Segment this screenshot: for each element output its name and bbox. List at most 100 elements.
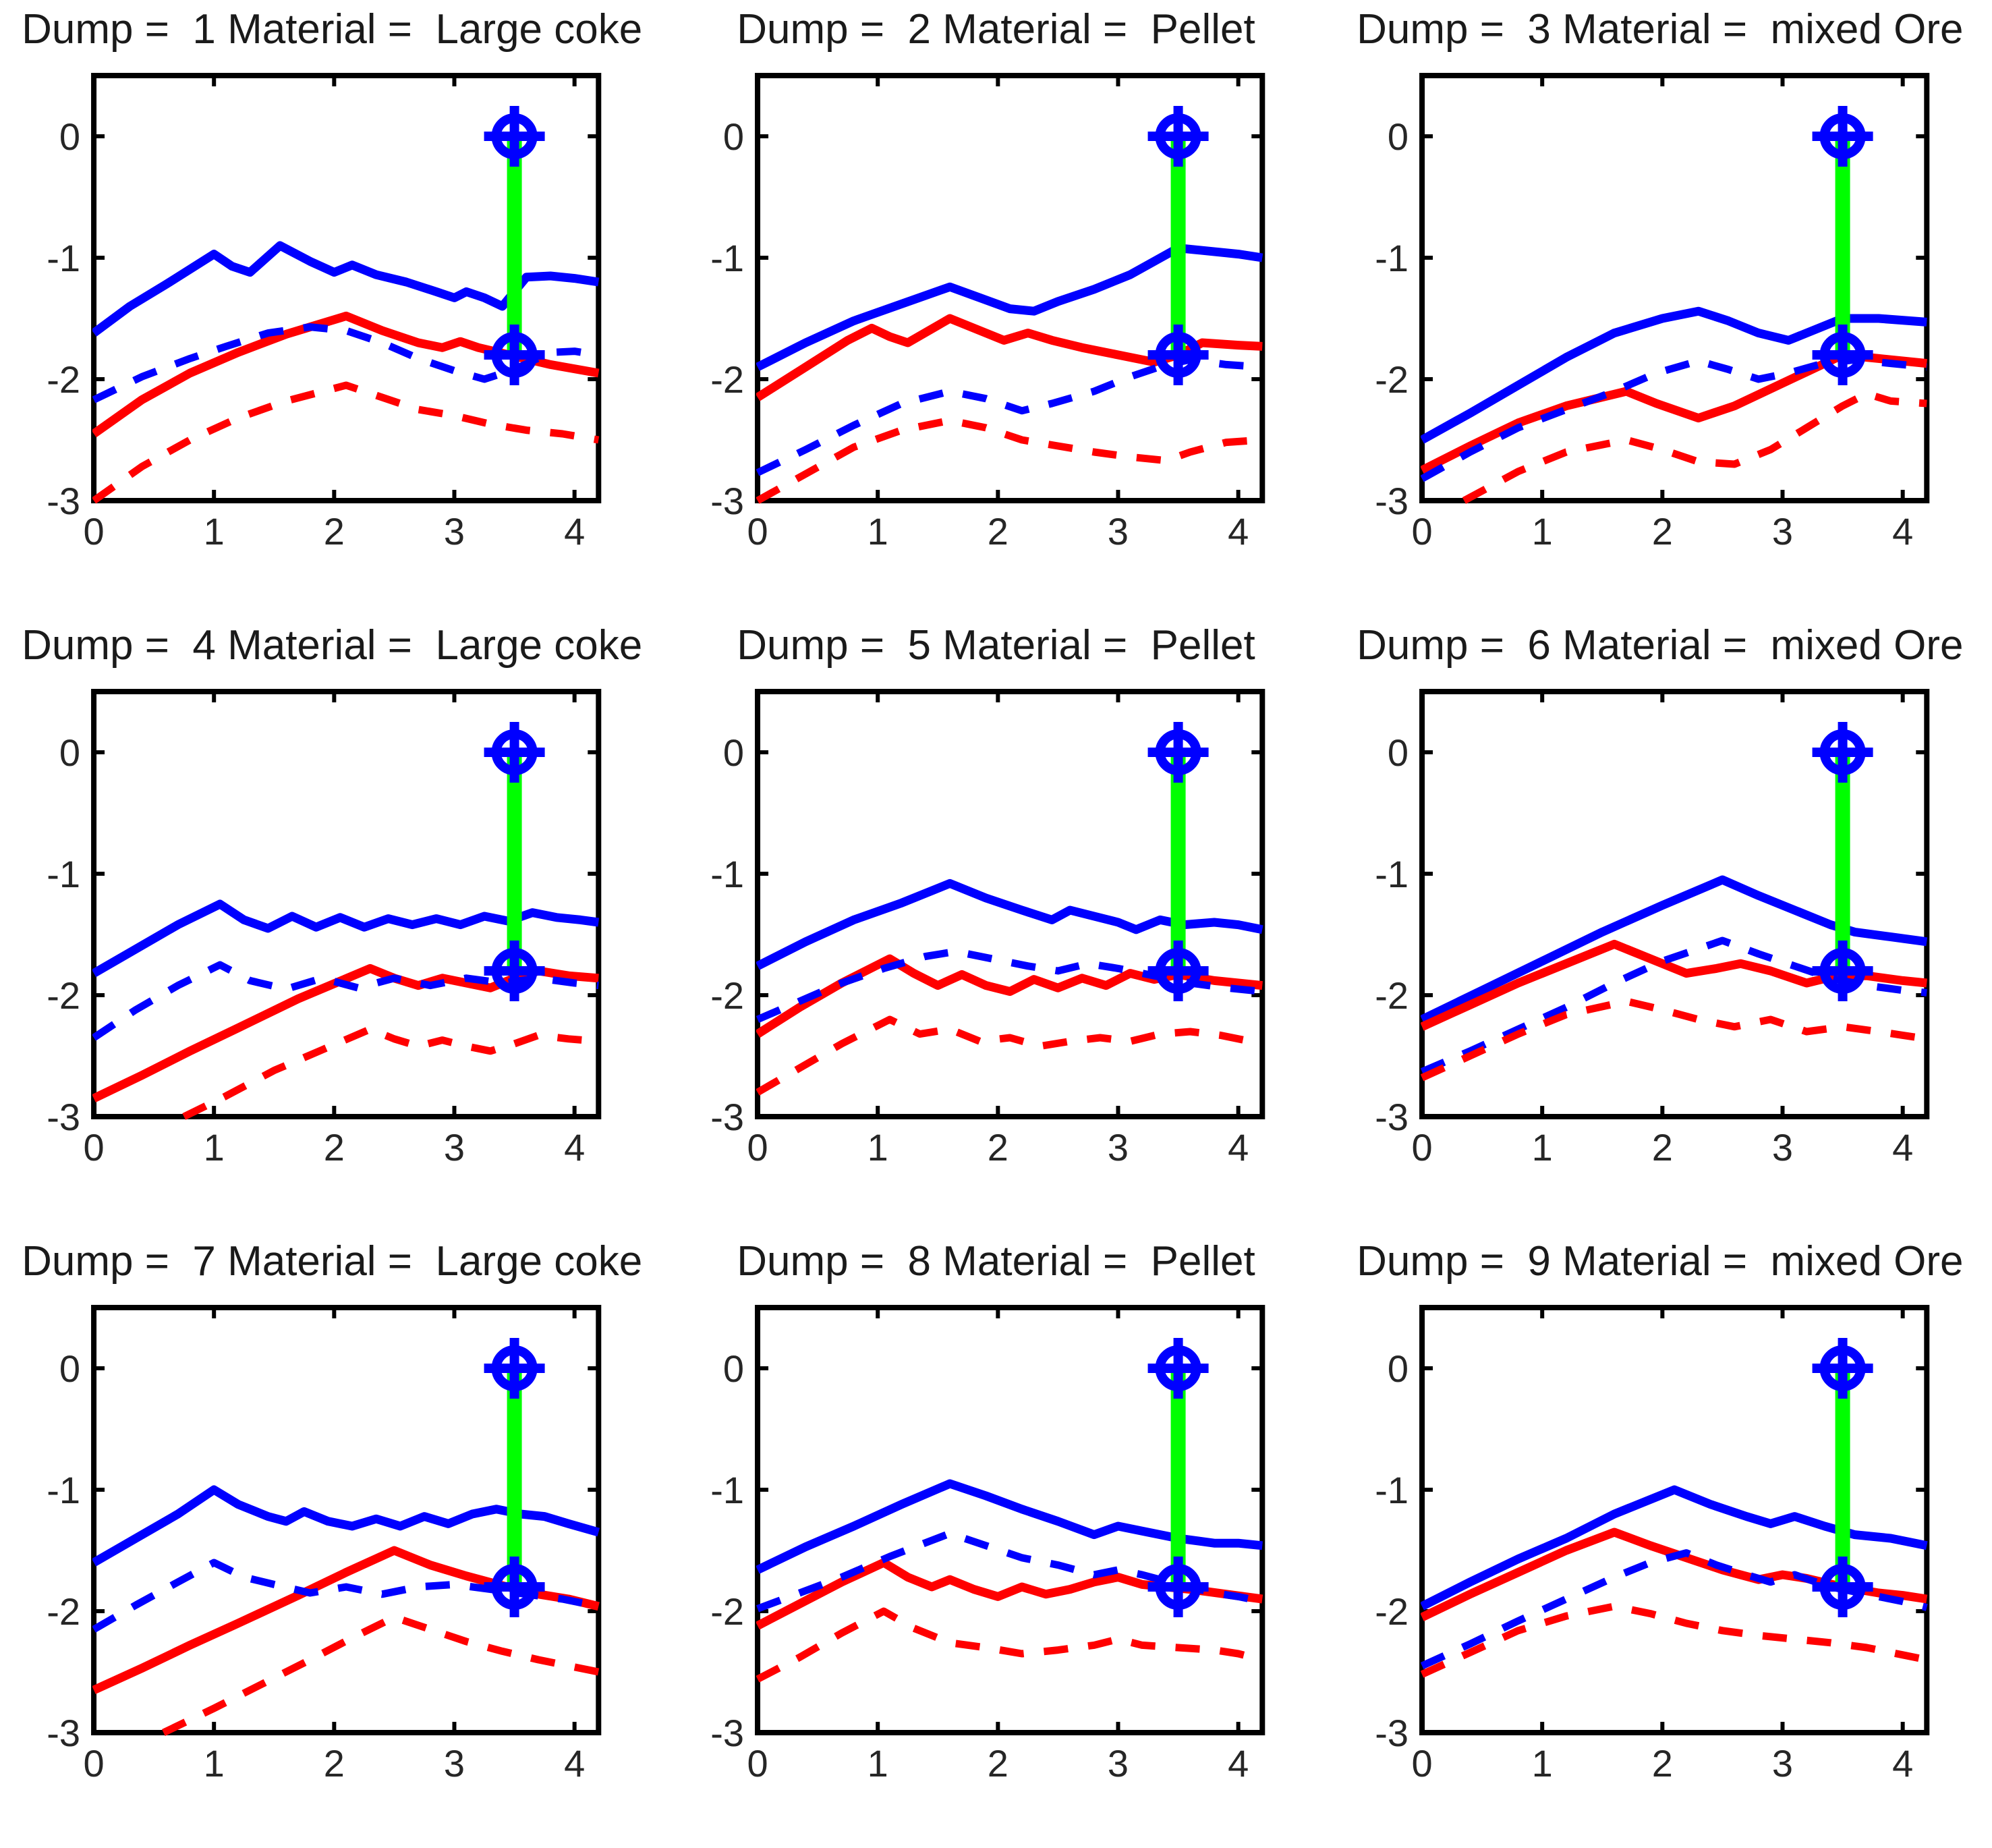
- axes-box: [755, 689, 1265, 1119]
- x-tick-label: 1: [1531, 1742, 1552, 1785]
- y-tick-label: -2: [47, 1590, 80, 1633]
- series-blue-dashed: [1420, 1549, 1928, 1670]
- drop-marker-top: [1147, 106, 1209, 167]
- y-tick-label: -2: [711, 974, 745, 1017]
- x-tick-label: 1: [867, 510, 888, 553]
- y-tick-label: 0: [723, 115, 744, 158]
- y-tick-label: -2: [1375, 358, 1408, 401]
- x-tick-label: 1: [867, 1742, 888, 1785]
- y-tick-label: -3: [711, 1712, 745, 1754]
- x-tick-label: 3: [444, 510, 465, 553]
- drop-marker-bottom: [1147, 325, 1209, 385]
- x-tick-label: 0: [1411, 510, 1432, 553]
- subplot-dump-9: Dump = 9 Material = mixed Ore 0 1 2 3 4 0 -1 -2…: [1328, 1232, 1992, 1848]
- x-tick-label: 3: [1772, 1126, 1793, 1169]
- x-tick-label: 4: [564, 1742, 585, 1785]
- x-tick-label: 1: [204, 1742, 225, 1785]
- drop-marker-top: [1147, 722, 1209, 783]
- axes: 0 1 2 3 4 0 -1 -2 -3: [711, 689, 1265, 1169]
- subplot-dump-6: Dump = 6 Material = mixed Ore 0 1 2 3 4 0 -1 -2…: [1328, 616, 1992, 1232]
- y-tick-label: -3: [47, 480, 80, 522]
- y-tick-label: 0: [723, 731, 744, 774]
- y-tick-label: -1: [47, 237, 80, 279]
- y-tick-label: -3: [1375, 1096, 1408, 1138]
- series-red-dashed: [1420, 1602, 1928, 1678]
- series-blue-dashed: [1420, 936, 1927, 1075]
- subplot-dump-8: Dump = 8 Material = Pellet 0 1 2 3 4 0 -1 -2 -3: [664, 1232, 1328, 1848]
- drop-marker-bottom: [1147, 1557, 1209, 1617]
- series-red-dashed: [756, 1015, 1263, 1096]
- y-tick-label: -2: [1375, 974, 1408, 1017]
- axes: 0 1 2 3 4 0 -1 -2 -3: [1375, 689, 1929, 1169]
- axes-box: [755, 1305, 1265, 1735]
- x-tick-label: 1: [204, 510, 225, 553]
- y-tick-label: -3: [1375, 480, 1408, 522]
- x-tick-label: 2: [324, 1126, 345, 1169]
- drop-marker-top: [1812, 1338, 1873, 1399]
- y-tick-label: -1: [1375, 237, 1408, 279]
- drop-marker-bottom: [1812, 941, 1873, 1001]
- series-blue-solid: [756, 878, 1263, 970]
- y-tick-label: -2: [47, 358, 80, 401]
- series-blue-dashed: [756, 947, 1263, 1024]
- axes: 0 1 2 3 4 0 -1 -2 -3: [47, 73, 602, 553]
- drop-marker-bottom: [484, 325, 545, 385]
- x-tick-label: 0: [747, 1742, 768, 1785]
- subplot-dump-1: Dump = 1 Material = Large coke 0 1 2 3 4 0 -1 -…: [0, 0, 664, 616]
- x-tick-label: 3: [1108, 1126, 1129, 1169]
- subplot-title: Dump = 3 Material = mixed Ore: [1357, 6, 1964, 53]
- y-tick-label: 0: [59, 731, 80, 774]
- series-blue-solid: [756, 244, 1263, 371]
- series-red-solid: [92, 1546, 600, 1694]
- drop-marker-bottom: [484, 1557, 545, 1617]
- x-tick-label: 2: [324, 510, 345, 553]
- axes-box: [1419, 1305, 1929, 1735]
- axes-box: [91, 689, 602, 1119]
- series-blue-solid: [756, 1479, 1263, 1574]
- axes-box: [755, 73, 1265, 503]
- subplot-title: Dump = 7 Material = Large coke: [22, 1238, 643, 1285]
- x-tick-label: 4: [1892, 1742, 1913, 1785]
- y-tick-label: 0: [1388, 115, 1408, 158]
- axes: 0 1 2 3 4 0 -1 -2 -3: [47, 689, 602, 1169]
- x-tick-label: 4: [1892, 510, 1913, 553]
- x-tick-label: 2: [988, 510, 1008, 553]
- series-red-dashed: [161, 1613, 600, 1736]
- subplot-dump-3: Dump = 3 Material = mixed Ore 0 1 2 3 4 0 -1 -2…: [1328, 0, 1992, 616]
- x-tick-label: 4: [1228, 510, 1249, 553]
- subplot-dump-2: Dump = 2 Material = Pellet 0 1 2 3 4 0 -1 -2 -3: [664, 0, 1328, 616]
- series-blue-solid: [92, 899, 600, 978]
- x-tick-label: 0: [1411, 1742, 1432, 1785]
- axes-box: [1419, 73, 1929, 503]
- x-tick-label: 1: [1531, 510, 1552, 553]
- y-tick-label: -1: [47, 853, 80, 895]
- drop-marker-bottom: [1812, 325, 1873, 385]
- x-tick-label: 2: [1651, 1742, 1672, 1785]
- drop-marker-top: [484, 106, 545, 167]
- subplot-dump-5: Dump = 5 Material = Pellet 0 1 2 3 4 0 -1 -2 -3: [664, 616, 1328, 1232]
- series-red-dashed: [756, 1607, 1263, 1683]
- x-tick-label: 0: [83, 1742, 104, 1785]
- y-tick-label: -1: [1375, 853, 1408, 895]
- x-tick-label: 2: [324, 1742, 345, 1785]
- drop-marker-top: [484, 1338, 545, 1399]
- x-tick-label: 4: [564, 510, 585, 553]
- series-red-dashed: [756, 416, 1263, 504]
- y-tick-label: -3: [711, 1096, 745, 1138]
- drop-marker-bottom: [1812, 1557, 1873, 1617]
- x-tick-label: 0: [83, 1126, 104, 1169]
- y-tick-label: -3: [47, 1712, 80, 1754]
- x-tick-label: 0: [83, 510, 104, 553]
- x-tick-label: 3: [1108, 510, 1129, 553]
- x-tick-label: 2: [988, 1126, 1008, 1169]
- y-tick-label: -3: [1375, 1712, 1408, 1754]
- x-tick-label: 3: [1772, 510, 1793, 553]
- x-tick-label: 1: [204, 1126, 225, 1169]
- y-tick-label: 0: [59, 115, 80, 158]
- x-tick-label: 4: [564, 1126, 585, 1169]
- axes: 0 1 2 3 4 0 -1 -2 -3: [47, 1305, 602, 1785]
- y-tick-label: 0: [1388, 731, 1408, 774]
- series-blue-dashed: [1420, 356, 1927, 482]
- subplot-title: Dump = 2 Material = Pellet: [737, 6, 1255, 53]
